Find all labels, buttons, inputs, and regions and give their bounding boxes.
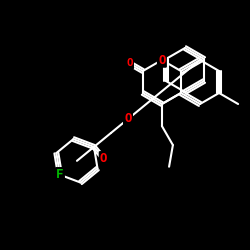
Text: F: F [56,168,64,181]
Text: O: O [100,152,108,165]
Text: O: O [126,58,133,68]
Text: O: O [158,54,166,66]
Text: O: O [124,112,132,126]
